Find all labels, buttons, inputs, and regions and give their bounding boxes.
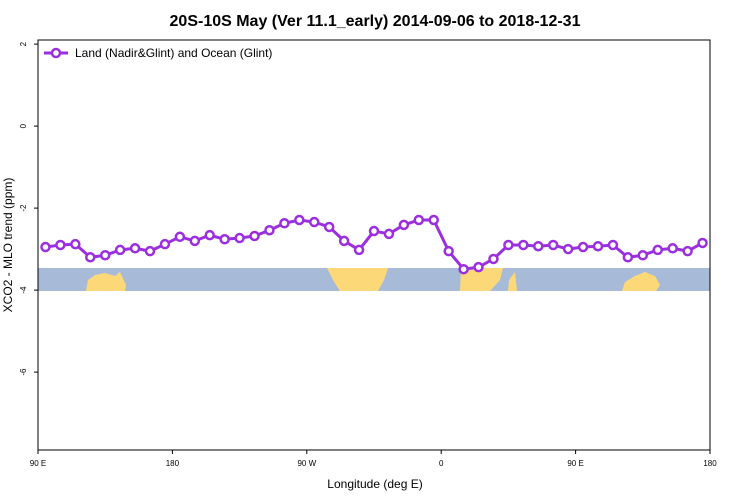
data-point <box>55 239 66 251</box>
x-tick-label: 90 W <box>297 459 316 468</box>
data-point <box>518 239 529 251</box>
data-point <box>443 245 454 257</box>
data-point <box>114 244 126 256</box>
data-point <box>667 243 678 254</box>
land-patch <box>327 268 388 291</box>
x-axis-label: Longitude (deg E) <box>327 477 422 491</box>
data-point <box>547 239 559 251</box>
data-point <box>338 235 350 247</box>
data-point <box>383 228 395 240</box>
data-point <box>697 237 708 249</box>
data-point <box>577 241 589 253</box>
data-point <box>323 221 335 233</box>
y-tick-label: -6 <box>19 368 28 376</box>
data-point <box>129 243 141 254</box>
land-patch <box>460 268 503 291</box>
x-tick-label: 90 E <box>30 459 46 468</box>
data-point <box>652 244 663 256</box>
x-tick-label: 90 E <box>567 459 583 468</box>
data-point <box>219 234 230 245</box>
x-tick-label: 180 <box>166 459 180 468</box>
data-point <box>473 261 484 273</box>
data-point <box>488 253 499 265</box>
data-point <box>159 238 171 250</box>
y-tick-label: -4 <box>19 286 28 294</box>
x-tick-label: 180 <box>703 459 717 468</box>
data-point <box>398 219 410 231</box>
data-point <box>279 218 290 229</box>
data-point <box>40 241 51 253</box>
land-patch <box>622 272 660 291</box>
y-axis-label: XCO2 - MLO trend (ppm) <box>1 178 15 313</box>
data-point <box>458 263 469 275</box>
data-point <box>592 240 604 252</box>
data-point <box>637 250 649 261</box>
data-point <box>174 231 186 243</box>
x-tick-label: 0 <box>439 459 444 468</box>
data-point <box>204 229 215 241</box>
y-tick-label: 2 <box>19 41 28 46</box>
data-point <box>353 244 365 256</box>
data-point <box>85 252 96 263</box>
chart-title: 20S-10S May (Ver 11.1_early) 2014-09-06 … <box>170 13 581 30</box>
data-point <box>413 214 425 226</box>
legend-label: Land (Nadir&Glint) and Ocean (Glint) <box>75 46 272 60</box>
data-point <box>144 245 156 257</box>
data-point <box>428 214 439 226</box>
data-point <box>622 252 634 263</box>
data-point <box>607 239 619 251</box>
map-strip <box>38 268 710 291</box>
data-point <box>533 240 544 252</box>
data-point <box>368 225 380 237</box>
data-point <box>70 238 81 250</box>
data-point <box>249 230 260 242</box>
data-point <box>294 214 305 226</box>
plot-frame <box>37 39 711 451</box>
data-point <box>503 239 514 251</box>
legend: Land (Nadir&Glint) and Ocean (Glint) <box>44 46 272 60</box>
land-patch <box>508 272 517 291</box>
data-point <box>682 245 693 257</box>
y-tick-label: 0 <box>19 123 28 128</box>
legend-marker <box>50 47 62 59</box>
data-point <box>234 232 245 244</box>
data-point <box>99 250 111 261</box>
data-point <box>309 216 320 228</box>
data-point <box>264 224 275 236</box>
land-patch <box>86 272 126 291</box>
data-point <box>562 243 574 255</box>
data-point <box>189 235 201 247</box>
y-tick-label: -2 <box>19 204 28 212</box>
